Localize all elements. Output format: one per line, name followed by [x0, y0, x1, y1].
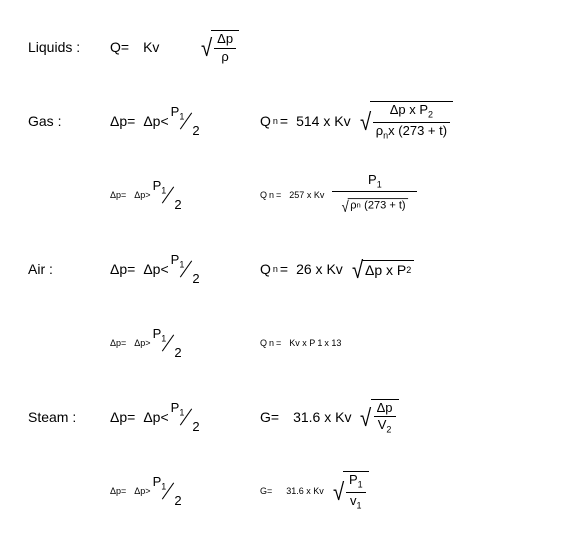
- sqrt-icon: √ Δp V2: [359, 399, 398, 436]
- gas-cond-1: Δp= Δp< P1 2: [110, 108, 260, 134]
- half-frac: P1 2: [153, 182, 183, 208]
- liquids-coef: Kv: [143, 39, 159, 55]
- air-cond-1: Δp= Δp< P1 2: [110, 256, 260, 282]
- steam-cond-1: Δp= Δp< P1 2: [110, 404, 260, 430]
- gas-row-2: Δp= Δp> P1 2 Qn = 257 x Kv P1 √ ρn (273 …: [28, 172, 548, 218]
- steam-row-2: Δp= Δp> P1 2 G= 31.6 x Kv √ P1 v1: [28, 468, 548, 514]
- sqrt-icon: √ Δp ρ: [200, 30, 239, 64]
- half-frac: P1 2: [171, 404, 201, 430]
- gas-frac-2: P1 √ ρn (273 + t): [332, 173, 417, 217]
- sqrt-icon: √ P1 v1: [332, 471, 369, 511]
- sqrt-icon: √ Δp x P2 ρnx (273 + t): [359, 101, 453, 141]
- air-cond-2: Δp= Δp> P1 2: [110, 330, 260, 356]
- steam-formula-2: G= 31.6 x Kv √ P1 v1: [260, 471, 548, 511]
- steam-frac-2: P1 v1: [346, 473, 366, 511]
- air-row-1: Air : Δp= Δp< P1 2 Qn = 26 x Kv √ Δp x P…: [28, 246, 548, 292]
- liquids-frac: Δp ρ: [214, 32, 236, 64]
- air-label: Air :: [28, 261, 110, 277]
- liquids-lhs: Q=: [110, 39, 129, 55]
- steam-cond-2: Δp= Δp> P1 2: [110, 478, 260, 504]
- half-frac: P1 2: [171, 256, 201, 282]
- liquids-row: Liquids : Q= Kv √ Δp ρ: [28, 24, 548, 70]
- gas-label: Gas :: [28, 113, 110, 129]
- steam-formula-1: G= 31.6 x Kv √ Δp V2: [260, 399, 548, 436]
- steam-label: Steam :: [28, 409, 110, 425]
- gas-formula-2: Qn = 257 x Kv P1 √ ρn (273 + t): [260, 173, 548, 217]
- gas-formula-1: Qn = 514 x Kv √ Δp x P2 ρnx (273 + t): [260, 101, 548, 141]
- gas-row-1: Gas : Δp= Δp< P1 2 Qn = 514 x Kv √ Δp x …: [28, 98, 548, 144]
- sqrt-icon: √ ρn (273 + t): [341, 195, 408, 215]
- steam-row-1: Steam : Δp= Δp< P1 2 G= 31.6 x Kv √ Δp V…: [28, 394, 548, 440]
- half-frac: P1 2: [153, 478, 183, 504]
- air-formula-2: Qn = Kv x P1 x 13: [260, 338, 548, 348]
- steam-frac-1: Δp V2: [374, 401, 396, 436]
- half-frac: P1 2: [153, 330, 183, 356]
- half-frac: P1 2: [171, 108, 201, 134]
- air-formula-1: Qn = 26 x Kv √ Δp x P2: [260, 257, 548, 281]
- liquids-label: Liquids :: [28, 39, 110, 55]
- air-row-2: Δp= Δp> P1 2 Qn = Kv x P1 x 13: [28, 320, 548, 366]
- gas-frac-1: Δp x P2 ρnx (273 + t): [373, 103, 450, 141]
- sqrt-icon: √ Δp x P2: [351, 257, 414, 281]
- liquids-formula: √ Δp ρ: [200, 30, 548, 64]
- gas-cond-2: Δp= Δp> P1 2: [110, 182, 260, 208]
